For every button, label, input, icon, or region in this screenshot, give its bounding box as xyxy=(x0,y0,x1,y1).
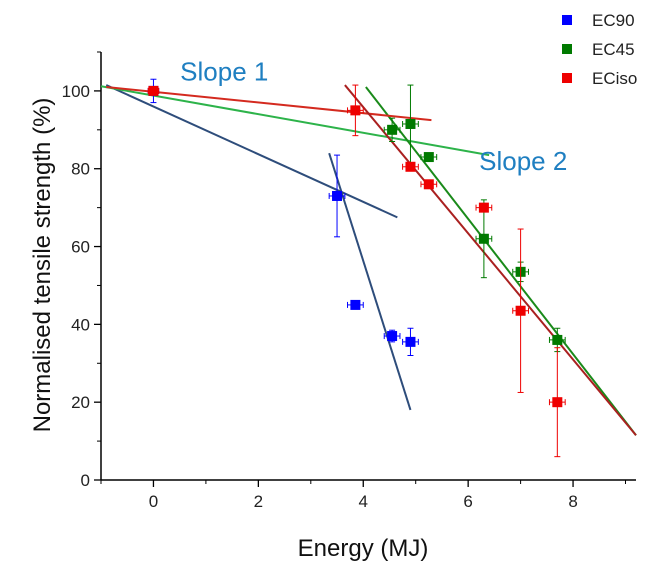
legend-swatch xyxy=(562,73,572,83)
data-point-ec90 xyxy=(402,327,419,356)
fit-line-eciso xyxy=(106,86,432,122)
marker-ec45 xyxy=(423,152,434,163)
annotations: Slope 1 Slope 2 xyxy=(180,56,567,175)
x-axis-title: Energy (MJ) xyxy=(298,535,429,562)
data-point-ec45 xyxy=(475,199,493,279)
legend-item-ec90: EC90 xyxy=(562,11,635,30)
y-axis-title: Normalised tensile strength (%) xyxy=(29,98,56,433)
marker-ec45 xyxy=(478,233,489,244)
data-point-eciso xyxy=(402,161,419,172)
y-tick-label: 60 xyxy=(71,238,90,257)
x-tick-label: 2 xyxy=(254,492,263,511)
data-point-eciso xyxy=(548,347,566,458)
data-points xyxy=(147,78,566,458)
marker-eciso xyxy=(350,105,361,116)
marker-ec90 xyxy=(350,299,361,310)
data-point-ec45 xyxy=(402,84,419,164)
fit-line-ec90 xyxy=(105,84,398,219)
marker-eciso xyxy=(423,179,434,190)
data-point-eciso xyxy=(147,85,160,96)
legend-label: ECiso xyxy=(592,69,637,88)
marker-ec45 xyxy=(387,124,398,135)
marker-ec90 xyxy=(332,190,343,201)
y-tick-label: 80 xyxy=(71,160,90,179)
x-tick-label: 8 xyxy=(568,492,577,511)
marker-eciso xyxy=(148,85,159,96)
x-tick-label: 6 xyxy=(463,492,472,511)
data-point-eciso xyxy=(420,179,438,190)
annotation-slope-2: Slope 2 xyxy=(479,146,567,176)
fit-line-eciso xyxy=(344,84,637,436)
data-point-ec45 xyxy=(420,152,438,163)
data-point-eciso xyxy=(512,228,529,393)
y-tick-label: 0 xyxy=(81,471,90,490)
legend-label: EC45 xyxy=(592,40,635,59)
data-point-ec90 xyxy=(383,329,401,343)
marker-eciso xyxy=(405,161,416,172)
fit-line-ec45 xyxy=(365,86,637,436)
data-point-ec90 xyxy=(347,299,364,310)
marker-ec90 xyxy=(405,336,416,347)
marker-ec45 xyxy=(552,334,563,345)
marker-eciso xyxy=(478,202,489,213)
data-point-ec90 xyxy=(328,154,346,238)
data-point-ec45 xyxy=(548,327,566,353)
x-tick-label: 4 xyxy=(359,492,368,511)
legend-label: EC90 xyxy=(592,11,635,30)
marker-ec45 xyxy=(405,118,416,129)
data-point-ec45 xyxy=(383,117,401,142)
legend-swatch xyxy=(562,44,572,54)
marker-eciso xyxy=(515,305,526,316)
y-tick-label: 40 xyxy=(71,315,90,334)
data-point-eciso xyxy=(347,84,364,137)
y-tick-label: 20 xyxy=(71,393,90,412)
y-tick-label: 100 xyxy=(62,82,90,101)
legend: EC90 EC45 ECiso xyxy=(562,11,637,88)
legend-item-ec45: EC45 xyxy=(562,40,635,59)
x-tick-label: 0 xyxy=(149,492,158,511)
fit-lines xyxy=(100,84,637,436)
legend-swatch xyxy=(562,15,572,25)
marker-ec90 xyxy=(387,331,398,342)
data-point-eciso xyxy=(475,202,493,213)
marker-eciso xyxy=(552,397,563,408)
fit-line-ec45 xyxy=(100,85,490,157)
legend-item-eciso: ECiso xyxy=(562,69,637,88)
annotation-slope-1: Slope 1 xyxy=(180,56,268,86)
